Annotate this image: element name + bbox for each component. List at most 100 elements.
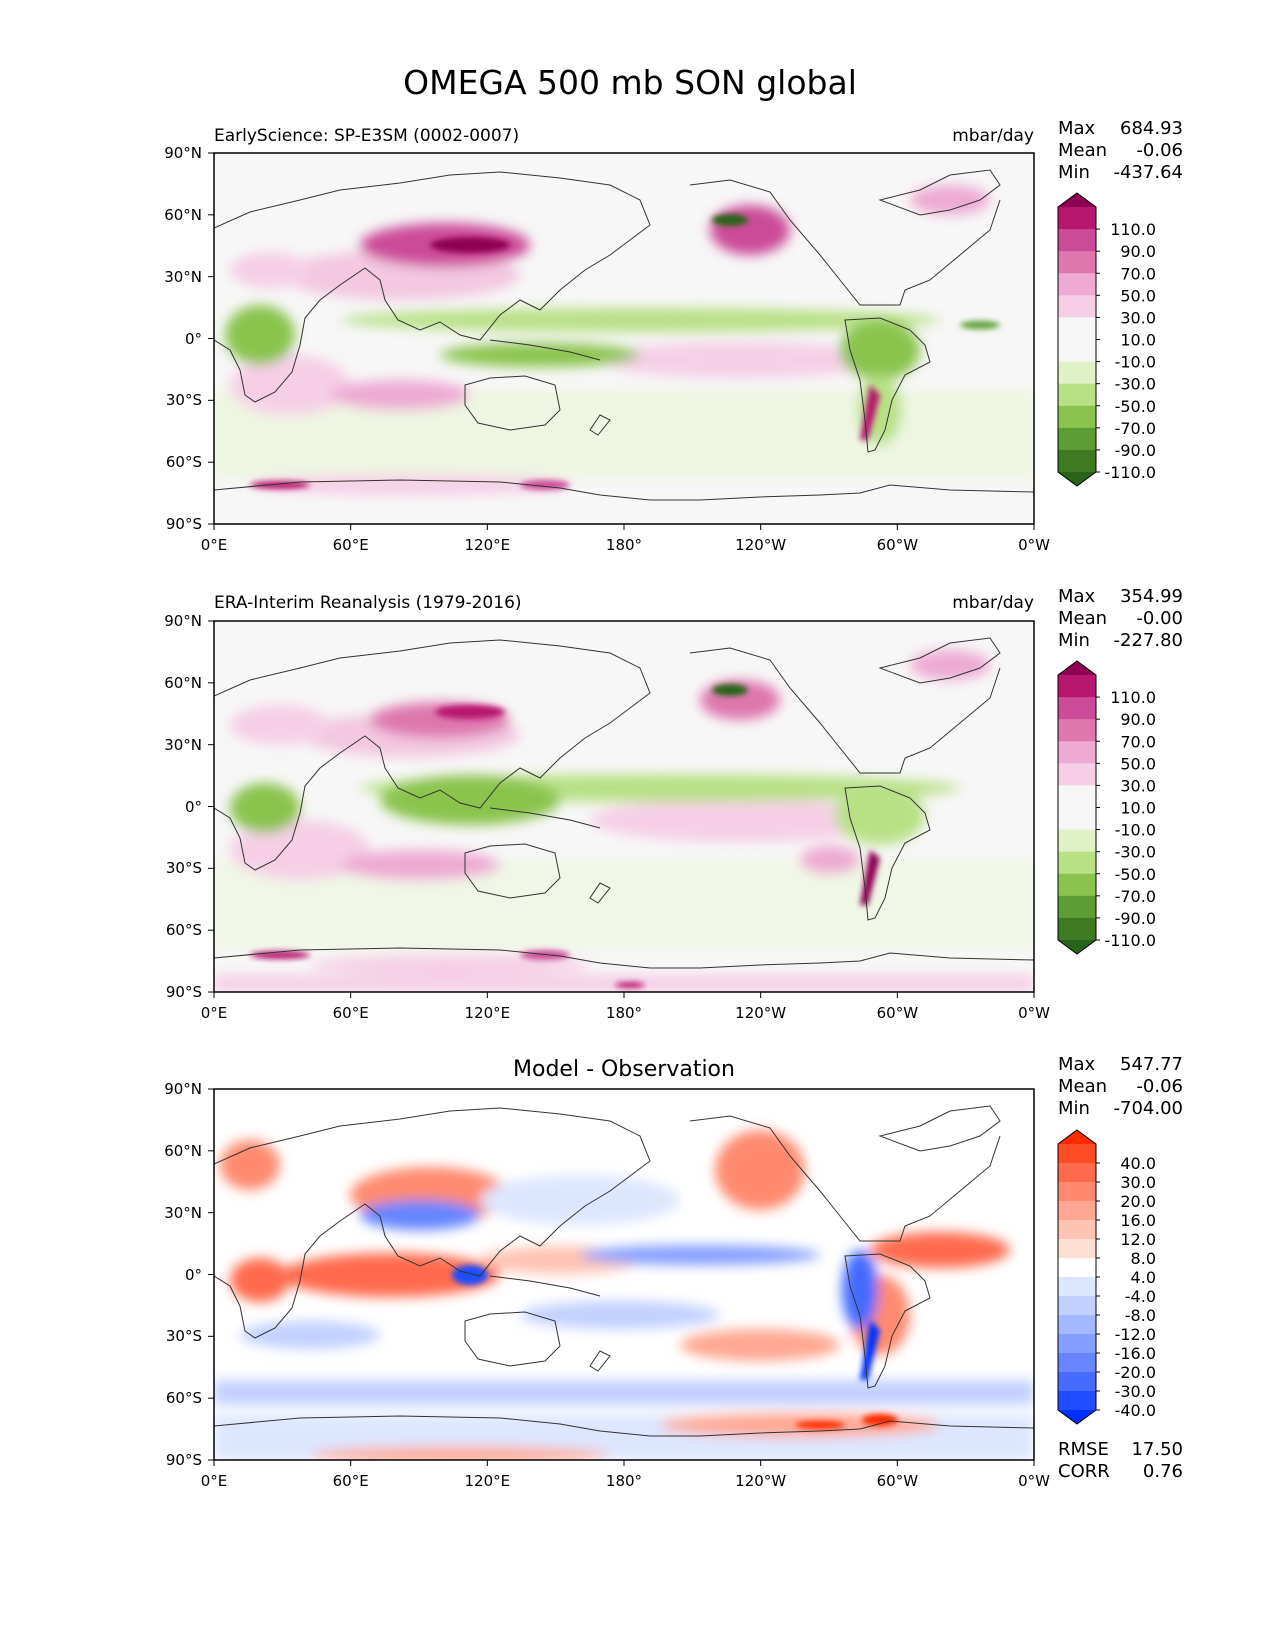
colorbar-label: 12.0 bbox=[1120, 1230, 1156, 1249]
colorbar-label: -30.0 bbox=[1115, 375, 1156, 394]
colorbar-segment bbox=[1058, 1391, 1096, 1411]
colorbar-segment bbox=[1058, 1239, 1096, 1259]
x-tick-label: 60°W bbox=[877, 1004, 919, 1022]
y-axis: 90°N 60°N 30°N 0° 30°S 60°S 90°S bbox=[164, 612, 214, 1001]
stat-mean-label: Mean bbox=[1058, 608, 1107, 629]
y-tick-label: 30°N bbox=[164, 1204, 202, 1222]
x-tick-label: 60°E bbox=[333, 1472, 369, 1490]
colorbar-label: 90.0 bbox=[1120, 710, 1156, 729]
colorbar-segment bbox=[1058, 741, 1096, 764]
figure-title: OMEGA 500 mb SON global bbox=[403, 63, 857, 102]
colorbar-segment bbox=[1058, 251, 1096, 274]
colorbar-label: -16.0 bbox=[1115, 1344, 1156, 1363]
x-tick-label: 60°W bbox=[877, 1472, 919, 1490]
colorbar-label: 70.0 bbox=[1120, 732, 1156, 751]
stat-max-value: 547.77 bbox=[1120, 1054, 1183, 1075]
colorbar-segment bbox=[1058, 1144, 1096, 1164]
colorbar-label: 40.0 bbox=[1120, 1154, 1156, 1173]
colorbar-segment bbox=[1058, 829, 1096, 853]
colorbar-segment bbox=[1058, 917, 1096, 941]
y-tick-label: 0° bbox=[185, 330, 202, 348]
x-tick-label: 120°E bbox=[465, 536, 511, 554]
colorbar-label: 30.0 bbox=[1120, 776, 1156, 795]
colorbar-label: 50.0 bbox=[1120, 286, 1156, 305]
colorbar-label: -8.0 bbox=[1125, 1306, 1156, 1325]
x-axis: 0°E 60°E 120°E 180° 120°W 60°W 0°W bbox=[201, 1460, 1050, 1490]
x-tick-label: 120°W bbox=[735, 1004, 786, 1022]
map-field bbox=[214, 1089, 1034, 1460]
colorbar: 110.0 90.0 70.0 50.0 30.0 10.0 -10.0 -30.0 -50.0… bbox=[1057, 660, 1156, 955]
x-tick-label: 180° bbox=[606, 536, 642, 554]
x-tick-label: 180° bbox=[606, 1472, 642, 1490]
stat-min-label: Min bbox=[1058, 162, 1090, 183]
x-tick-label: 180° bbox=[606, 1004, 642, 1022]
stat-min-value: -437.64 bbox=[1114, 162, 1183, 183]
panel-title-center: Model - Observation bbox=[513, 1057, 735, 1082]
colorbar-label: -40.0 bbox=[1115, 1401, 1156, 1420]
panel-title-left: ERA-Interim Reanalysis (1979-2016) bbox=[214, 593, 522, 613]
stat-mean-label: Mean bbox=[1058, 140, 1107, 161]
colorbar-segment bbox=[1058, 1220, 1096, 1240]
x-tick-label: 120°E bbox=[465, 1472, 511, 1490]
y-tick-label: 0° bbox=[185, 798, 202, 816]
corr-label: CORR bbox=[1058, 1461, 1110, 1482]
colorbar-segment bbox=[1058, 719, 1096, 742]
colorbar-segment bbox=[1058, 873, 1096, 897]
x-tick-label: 120°E bbox=[465, 1004, 511, 1022]
y-tick-label: 60°N bbox=[164, 206, 202, 224]
colorbar-segment bbox=[1058, 851, 1096, 875]
colorbar-extend-max bbox=[1058, 661, 1096, 675]
rmse-value: 17.50 bbox=[1131, 1439, 1183, 1460]
units-label: mbar/day bbox=[952, 593, 1034, 613]
y-tick-label: 60°S bbox=[166, 921, 202, 939]
y-tick-label: 30°S bbox=[166, 1327, 202, 1345]
y-tick-label: 90°N bbox=[164, 1080, 202, 1098]
colorbar-label: -20.0 bbox=[1115, 1363, 1156, 1382]
panel-title-left: EarlyScience: SP-E3SM (0002-0007) bbox=[214, 126, 519, 146]
x-tick-label: 60°E bbox=[333, 536, 369, 554]
y-tick-label: 90°S bbox=[166, 983, 202, 1001]
colorbar: 40.030.020.016.012.08.04.0-4.0-8.0-12.0-… bbox=[1057, 1129, 1156, 1425]
colorbar-label: -50.0 bbox=[1115, 397, 1156, 416]
colorbar-label: 10.0 bbox=[1120, 799, 1156, 818]
y-tick-label: 60°N bbox=[164, 1142, 202, 1160]
x-tick-label: 0°E bbox=[201, 1472, 228, 1490]
colorbar-segment bbox=[1058, 1372, 1096, 1392]
metrics-block: RMSE 17.50 CORR 0.76 bbox=[1058, 1439, 1183, 1482]
stat-min-label: Min bbox=[1058, 1098, 1090, 1119]
y-axis: 90°N 60°N 30°N 0° 30°S 60°S 90°S bbox=[164, 1080, 214, 1469]
colorbar-extend-max bbox=[1058, 1130, 1096, 1144]
colorbar-extend-max bbox=[1058, 193, 1096, 207]
colorbar-segment bbox=[1058, 1163, 1096, 1183]
colorbar-segment bbox=[1058, 1258, 1096, 1278]
colorbar-label: -110.0 bbox=[1104, 931, 1156, 950]
colorbar-extend-min bbox=[1058, 472, 1096, 486]
colorbar-label: -4.0 bbox=[1125, 1287, 1156, 1306]
colorbar-label: 16.0 bbox=[1120, 1211, 1156, 1230]
stat-max-value: 684.93 bbox=[1120, 118, 1183, 139]
colorbar-segment bbox=[1058, 785, 1096, 808]
units-label: mbar/day bbox=[952, 126, 1034, 146]
panel-reference: ERA-Interim Reanalysis (1979-2016) mbar/… bbox=[164, 586, 1183, 1022]
colorbar-label: 110.0 bbox=[1110, 220, 1156, 239]
colorbar-segment bbox=[1058, 675, 1096, 698]
x-tick-label: 120°W bbox=[735, 1472, 786, 1490]
colorbar-segment bbox=[1058, 1201, 1096, 1221]
map-field bbox=[214, 621, 1034, 992]
colorbar-segment bbox=[1058, 697, 1096, 720]
stat-mean-value: -0.06 bbox=[1136, 140, 1183, 161]
x-tick-label: 0°W bbox=[1018, 1004, 1050, 1022]
stat-mean-value: -0.00 bbox=[1136, 608, 1183, 629]
stat-max-value: 354.99 bbox=[1120, 586, 1183, 607]
x-axis: 0°E 60°E 120°E 180° 120°W 60°W 0°W bbox=[201, 524, 1050, 554]
colorbar-segment bbox=[1058, 383, 1096, 407]
y-tick-label: 60°S bbox=[166, 453, 202, 471]
colorbar-segment bbox=[1058, 763, 1096, 786]
colorbar-label: -50.0 bbox=[1115, 865, 1156, 884]
rmse-label: RMSE bbox=[1058, 1439, 1109, 1460]
colorbar-label: -30.0 bbox=[1115, 843, 1156, 862]
colorbar-segment bbox=[1058, 295, 1096, 318]
colorbar-label: -10.0 bbox=[1115, 353, 1156, 372]
y-tick-label: 30°N bbox=[164, 736, 202, 754]
colorbar-label: 4.0 bbox=[1131, 1268, 1156, 1287]
